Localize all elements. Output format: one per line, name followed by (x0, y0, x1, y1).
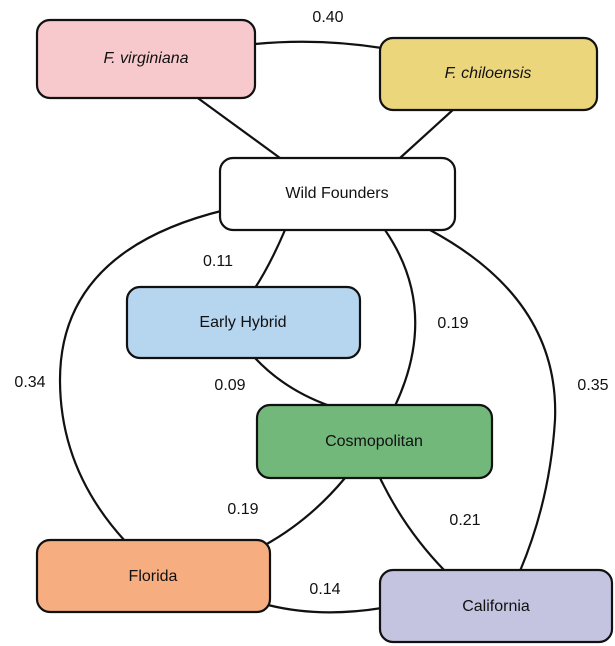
edge-label: 0.09 (214, 377, 245, 394)
nodes: F. virginiana F. chiloensis Wild Founder… (35, 18, 614, 644)
edge (384, 229, 417, 407)
edge (254, 229, 287, 289)
node-label: Early Hybrid (199, 314, 286, 331)
edge-label: 0.14 (309, 581, 340, 598)
edge-labels: 0.40 0.11 0.19 0.34 0.35 0.09 0.19 0.21 … (14, 9, 608, 598)
edge (399, 107, 456, 159)
edge-label: 0.19 (437, 315, 468, 332)
node-label: Wild Founders (285, 185, 388, 202)
edge (267, 603, 383, 614)
edges (58, 40, 557, 614)
edge (264, 477, 346, 546)
node-box (378, 568, 614, 644)
node-box (35, 18, 257, 100)
node-box (378, 36, 599, 112)
edge-label: 0.11 (203, 253, 233, 270)
node-box (35, 538, 272, 614)
edge (429, 229, 557, 572)
edge (58, 208, 226, 542)
node-box (125, 285, 362, 360)
node-label: F. virginiana (103, 50, 188, 67)
edge-label: 0.34 (14, 374, 45, 391)
edge (194, 95, 281, 159)
node-box (218, 156, 457, 232)
edge (379, 477, 446, 572)
node-label: F. chiloensis (445, 65, 532, 82)
edge (254, 40, 383, 50)
node-label: Florida (129, 568, 178, 585)
edge-label: 0.21 (449, 512, 480, 529)
edge-label: 0.40 (312, 9, 343, 26)
edge (254, 357, 331, 408)
node-label: Cosmopolitan (325, 433, 423, 450)
edge-label: 0.35 (577, 377, 608, 394)
edge-label: 0.19 (227, 501, 258, 518)
node-box (255, 403, 494, 480)
node-label: California (462, 598, 530, 615)
